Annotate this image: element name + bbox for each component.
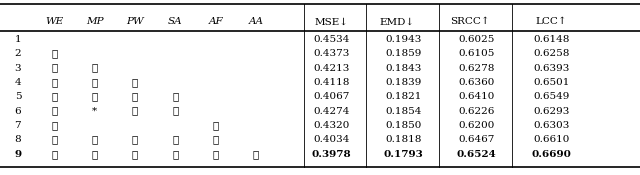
Text: 4: 4: [15, 78, 21, 87]
Text: ✓: ✓: [92, 78, 98, 87]
Text: ✓: ✓: [51, 107, 58, 116]
Text: 0.4067: 0.4067: [314, 92, 349, 101]
Text: ✓: ✓: [132, 107, 138, 116]
Text: ✓: ✓: [212, 150, 219, 159]
Text: ✓: ✓: [253, 150, 259, 159]
Text: 0.6610: 0.6610: [534, 135, 570, 144]
Text: ✓: ✓: [172, 150, 179, 159]
Text: 0.1843: 0.1843: [385, 64, 421, 73]
Text: 9: 9: [14, 150, 22, 159]
Text: 0.4034: 0.4034: [314, 135, 349, 144]
Text: 0.6524: 0.6524: [457, 150, 497, 159]
Text: ✓: ✓: [51, 135, 58, 144]
Text: ✓: ✓: [51, 92, 58, 101]
Text: 0.1859: 0.1859: [385, 49, 421, 58]
Text: 0.6200: 0.6200: [459, 121, 495, 130]
Text: 0.4274: 0.4274: [314, 107, 349, 116]
Text: ✓: ✓: [92, 92, 98, 101]
Text: 8: 8: [15, 135, 21, 144]
Text: ✓: ✓: [51, 49, 58, 58]
Text: ✓: ✓: [51, 150, 58, 159]
Text: ✓: ✓: [172, 135, 179, 144]
Text: LCC↑: LCC↑: [536, 17, 568, 26]
Text: SA: SA: [168, 17, 182, 26]
Text: 0.4320: 0.4320: [314, 121, 349, 130]
Text: 2: 2: [15, 49, 21, 58]
Text: 0.6105: 0.6105: [459, 49, 495, 58]
Text: ✓: ✓: [51, 64, 58, 73]
Text: 0.6501: 0.6501: [534, 78, 570, 87]
Text: 0.6549: 0.6549: [534, 92, 570, 101]
Text: ✓: ✓: [92, 64, 98, 73]
Text: MP: MP: [86, 17, 104, 26]
Text: ✓: ✓: [51, 78, 58, 87]
Text: 0.6226: 0.6226: [459, 107, 495, 116]
Text: MSE↓: MSE↓: [314, 17, 349, 26]
Text: ✓: ✓: [132, 135, 138, 144]
Text: ✓: ✓: [92, 150, 98, 159]
Text: 0.6025: 0.6025: [459, 35, 495, 44]
Text: ✓: ✓: [132, 92, 138, 101]
Text: 1: 1: [15, 35, 21, 44]
Text: 0.6467: 0.6467: [459, 135, 495, 144]
Text: 6: 6: [15, 107, 21, 116]
Text: 0.6278: 0.6278: [459, 64, 495, 73]
Text: ✓: ✓: [51, 121, 58, 130]
Text: 0.6393: 0.6393: [534, 64, 570, 73]
Text: WE: WE: [45, 17, 63, 26]
Text: PW: PW: [126, 17, 144, 26]
Text: 0.6293: 0.6293: [534, 107, 570, 116]
Text: SRCC↑: SRCC↑: [451, 17, 490, 26]
Text: ✓: ✓: [172, 107, 179, 116]
Text: 0.4213: 0.4213: [314, 64, 349, 73]
Text: 0.6690: 0.6690: [532, 150, 572, 159]
Text: 0.6410: 0.6410: [459, 92, 495, 101]
Text: 0.6303: 0.6303: [534, 121, 570, 130]
Text: ✓: ✓: [92, 135, 98, 144]
Text: 5: 5: [15, 92, 21, 101]
Text: 0.1821: 0.1821: [385, 92, 421, 101]
Text: ✓: ✓: [132, 150, 138, 159]
Text: 0.4534: 0.4534: [314, 35, 349, 44]
Text: AA: AA: [248, 17, 264, 26]
Text: EMD↓: EMD↓: [380, 17, 414, 26]
Text: 3: 3: [15, 64, 21, 73]
Text: 0.4118: 0.4118: [314, 78, 349, 87]
Text: *: *: [92, 107, 97, 116]
Text: 0.4373: 0.4373: [314, 49, 349, 58]
Text: 0.1943: 0.1943: [385, 35, 421, 44]
Text: 0.6258: 0.6258: [534, 49, 570, 58]
Text: 0.1818: 0.1818: [385, 135, 421, 144]
Text: 0.1793: 0.1793: [383, 150, 423, 159]
Text: ✓: ✓: [172, 92, 179, 101]
Text: 0.1850: 0.1850: [385, 121, 421, 130]
Text: 7: 7: [15, 121, 21, 130]
Text: ✓: ✓: [132, 78, 138, 87]
Text: 0.1854: 0.1854: [385, 107, 421, 116]
Text: 0.6148: 0.6148: [534, 35, 570, 44]
Text: 0.3978: 0.3978: [312, 150, 351, 159]
Text: 0.6360: 0.6360: [459, 78, 495, 87]
Text: ✓: ✓: [212, 121, 219, 130]
Text: AF: AF: [208, 17, 223, 26]
Text: ✓: ✓: [212, 135, 219, 144]
Text: 0.1839: 0.1839: [385, 78, 421, 87]
